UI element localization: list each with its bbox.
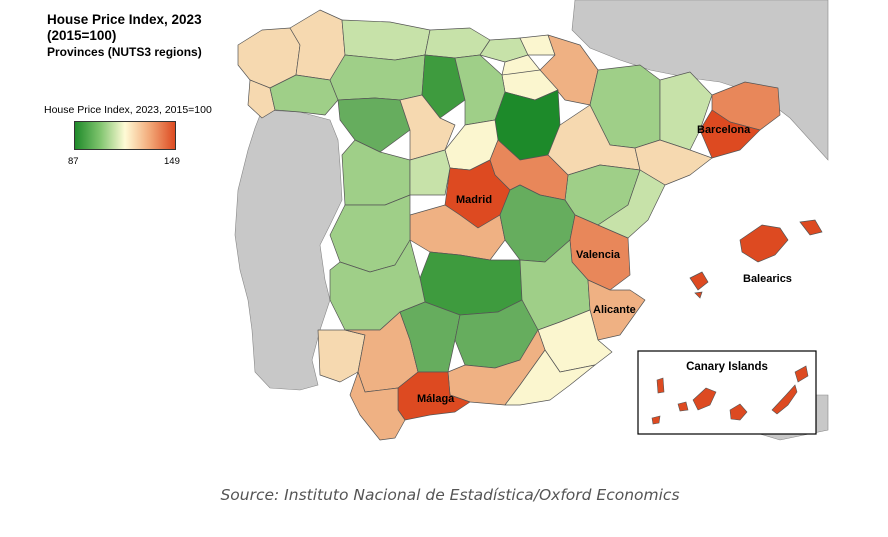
province-almeria: [504, 349, 596, 406]
province-badajoz: [329, 239, 426, 331]
province-navarra: [539, 34, 599, 106]
label-barcelona: Barcelona: [697, 124, 751, 136]
island-tenerife: [692, 387, 717, 411]
province-palencia: [421, 54, 466, 119]
canary-label: Canary Islands: [686, 361, 768, 373]
label-madrid: Madrid: [456, 194, 492, 206]
province-cadiz: [349, 371, 406, 441]
balearic-islands: [689, 219, 823, 299]
legend-min-value: 87: [68, 156, 79, 167]
island-gran-canaria: [729, 403, 748, 421]
label-alicante: Alicante: [593, 304, 636, 316]
label-balearics: Balearics: [743, 273, 792, 285]
province-salamanca: [341, 139, 411, 206]
island-la-palma: [656, 377, 665, 394]
island-formentera: [694, 291, 703, 299]
island-ibiza: [689, 271, 709, 291]
province-asturias: [341, 19, 431, 61]
province-leon: [329, 54, 426, 101]
island-la-gomera: [677, 401, 689, 412]
island-menorca: [799, 219, 823, 236]
province-barcelona: [699, 109, 761, 159]
legend-title: House Price Index, 2023, 2015=100: [44, 104, 212, 116]
island-el-hierro: [651, 415, 661, 425]
province-valladolid: [399, 94, 456, 161]
spain-provinces: [237, 9, 781, 441]
legend-color-bar: [74, 121, 176, 150]
province-castellon: [597, 169, 666, 239]
portugal-region: [234, 109, 343, 391]
province-zamora: [337, 97, 411, 153]
canary-inset-frame: [637, 350, 817, 435]
province-cordoba: [399, 301, 461, 373]
map-title: House Price Index, 2023 (2015=100) Provi…: [47, 12, 202, 60]
map-title-line1: House Price Index, 2023: [47, 12, 202, 27]
label-valencia: Valencia: [576, 249, 621, 261]
province-tarragona: [634, 139, 713, 186]
map-subtitle: Provinces (NUTS3 regions): [47, 45, 202, 59]
legend-max-value: 149: [164, 156, 180, 167]
france-region: [571, 0, 829, 161]
island-fuerteventura: [771, 384, 798, 415]
source-note: Source: Instituto Nacional de Estadístic…: [220, 486, 680, 504]
canary-inset: Canary Islands: [637, 350, 817, 435]
label-malaga: Málaga: [417, 393, 455, 405]
province-cantabria: [424, 27, 491, 59]
province-pontevedra: [247, 79, 276, 119]
map-title-line2: (2015=100): [47, 28, 117, 43]
city-labels: Barcelona Madrid Valencia Balearics Alic…: [417, 124, 792, 405]
province-avila: [409, 149, 451, 196]
island-mallorca: [739, 224, 789, 263]
province-ourense: [269, 74, 339, 116]
island-lanzarote: [794, 365, 809, 383]
